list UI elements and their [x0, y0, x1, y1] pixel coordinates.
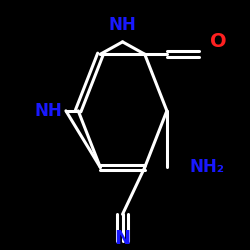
Text: O: O	[210, 32, 227, 51]
Text: NH: NH	[35, 102, 62, 120]
Text: NH: NH	[109, 16, 136, 34]
Text: NH₂: NH₂	[189, 158, 224, 176]
Text: N: N	[114, 230, 131, 248]
